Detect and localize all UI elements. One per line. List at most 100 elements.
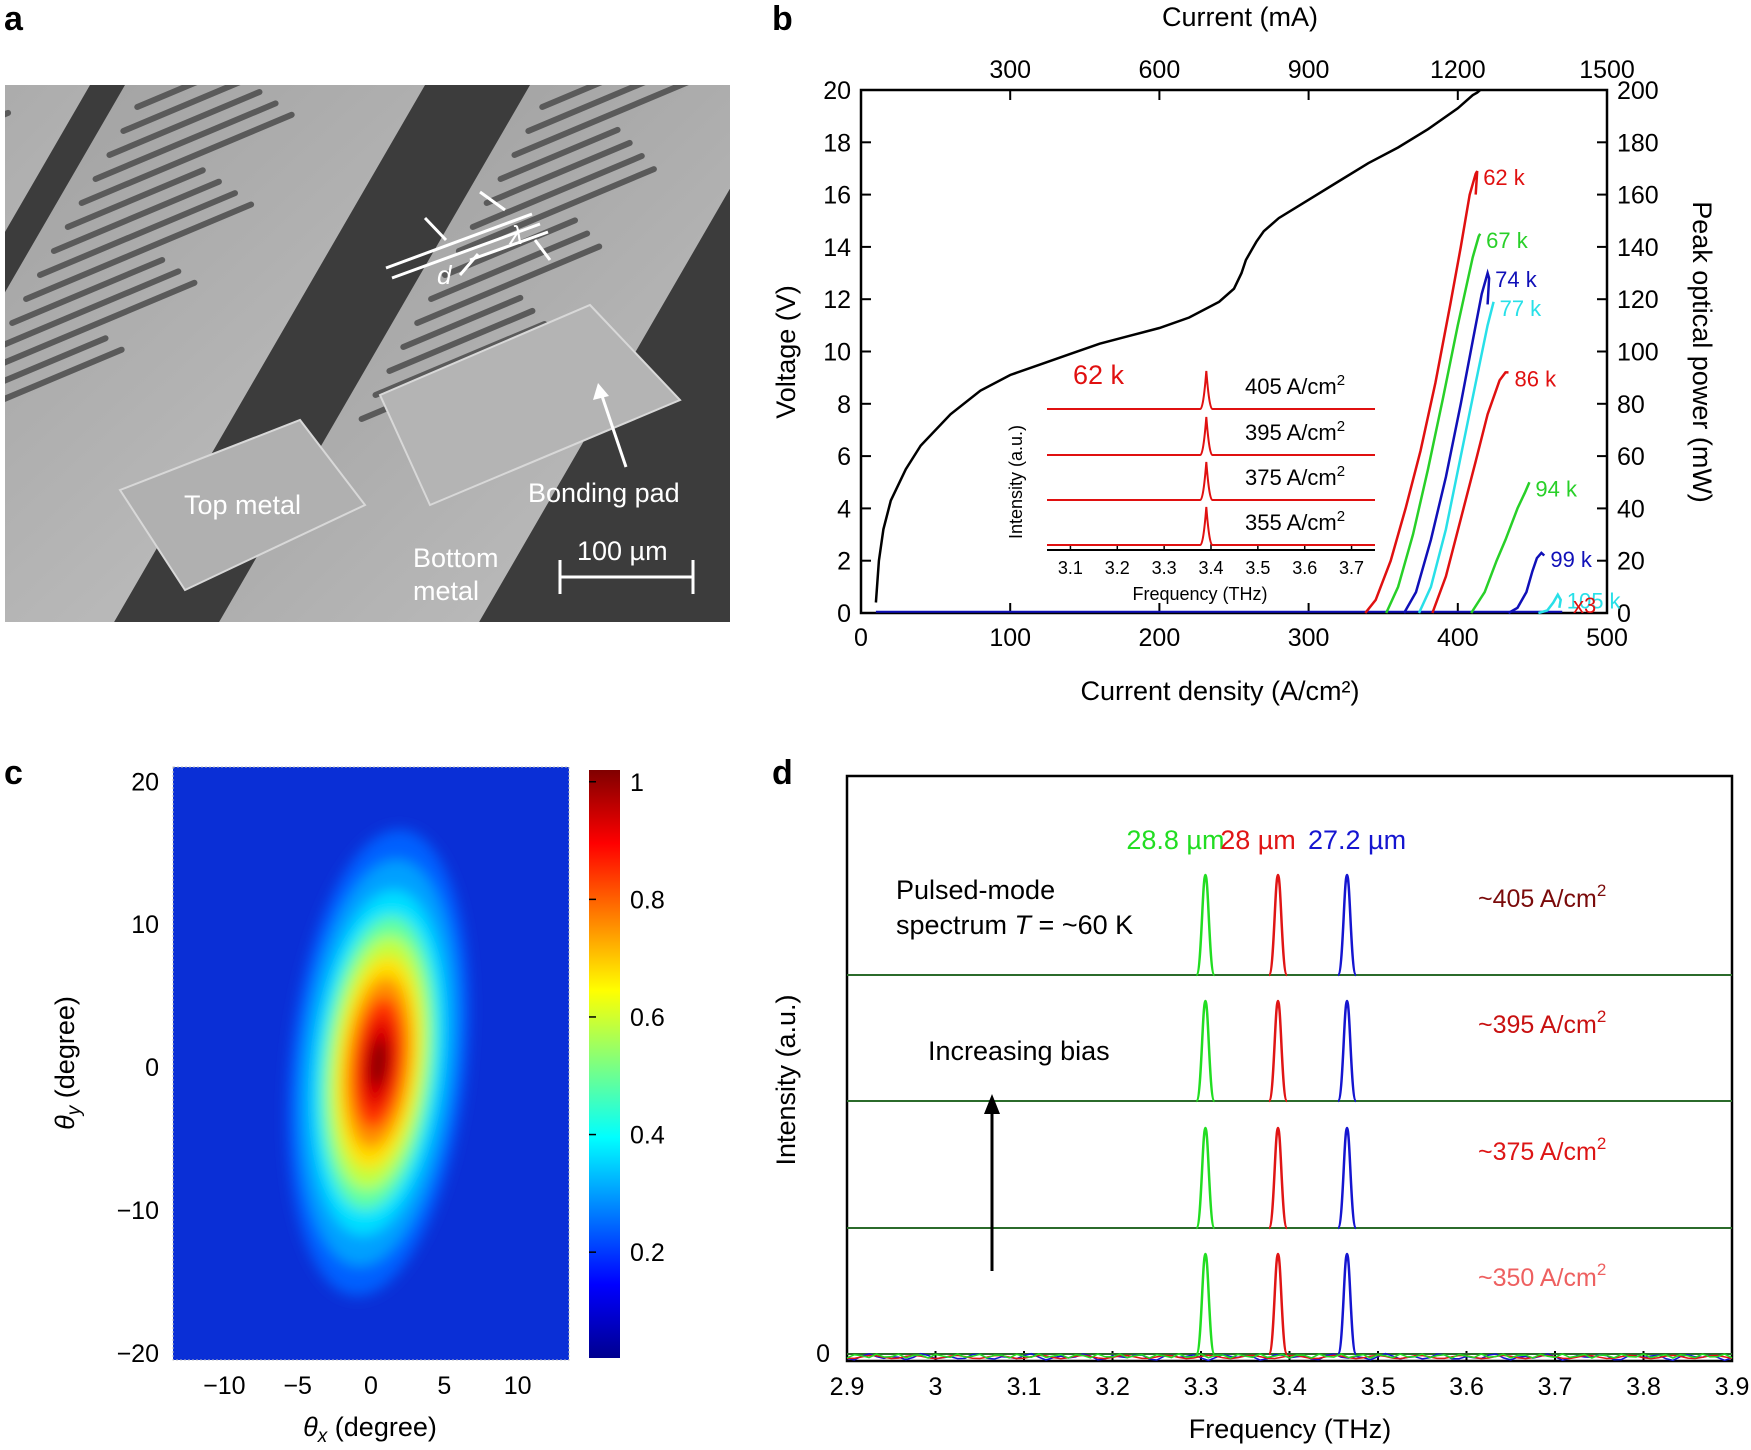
heat-x-tick-label: 5 bbox=[437, 1372, 451, 1400]
x-tick-label: 300 bbox=[1288, 624, 1330, 652]
spectrum-peak bbox=[1336, 999, 1358, 1103]
colorbar-tick-label: 0.4 bbox=[630, 1122, 665, 1150]
sem-slot bbox=[428, 230, 591, 302]
y2-tick-label: 160 bbox=[1617, 182, 1659, 210]
li-curve bbox=[1417, 301, 1495, 614]
chart-b-inset: 62 k Intensity (a.u.) Frequency (THz) 3.… bbox=[1006, 360, 1375, 604]
d-x-tick-label: 3.2 bbox=[1095, 1373, 1130, 1401]
iv-curve bbox=[874, 89, 1482, 603]
panel-label-d: d bbox=[772, 754, 793, 792]
li-curve bbox=[1431, 371, 1509, 614]
far-field-heatmap: −10 −5 0 5 10 −20 −10 0 10 20 0.2 0.4 0.6 0.8 1 θx (d… bbox=[50, 766, 665, 1447]
x-tick-label: 200 bbox=[1139, 624, 1181, 652]
y2-tick-label: 0 bbox=[1617, 600, 1631, 628]
series-label: 77 k bbox=[1500, 296, 1543, 321]
heatmap-frame bbox=[172, 766, 570, 1361]
y-tick-label: 8 bbox=[837, 391, 851, 419]
sem-top-metal-pad bbox=[118, 418, 367, 592]
y-tick-label: 6 bbox=[837, 443, 851, 471]
y2-tick-label: 80 bbox=[1617, 391, 1645, 419]
y2-tick-label: 60 bbox=[1617, 443, 1645, 471]
heat-y-tick-label: 20 bbox=[131, 768, 159, 796]
x-tick-label: 400 bbox=[1437, 624, 1479, 652]
spectrum-peak bbox=[1195, 999, 1216, 1103]
spectrum-peak bbox=[1336, 1126, 1358, 1230]
y-tick-label: 10 bbox=[823, 339, 851, 367]
sem-slot bbox=[23, 201, 255, 302]
trace-label: ~395 A/cm2 bbox=[1478, 1007, 1606, 1039]
inset-trace-label: 395 A/cm2 bbox=[1245, 418, 1345, 445]
top-tick-label: 600 bbox=[1139, 56, 1181, 84]
series-label: 62 k bbox=[1483, 165, 1526, 190]
spectrum-peak bbox=[1267, 1126, 1289, 1230]
chart-b-xlabel: Current density (A/cm²) bbox=[1080, 676, 1359, 706]
chart-b-series: 62 k 67 k 74 k 77 k 86 k 94 k 99 k 105 k bbox=[874, 89, 1622, 615]
inset-trace-label: 375 A/cm2 bbox=[1245, 463, 1345, 490]
sem-ridge bbox=[5, 85, 90, 232]
heat-x-tick-label: −5 bbox=[283, 1372, 312, 1400]
d-x-tick-label: 3.1 bbox=[1007, 1373, 1042, 1401]
sem-slot bbox=[64, 167, 206, 230]
sem-slot bbox=[134, 85, 198, 110]
inset-trace bbox=[1047, 416, 1375, 456]
sem-slot bbox=[50, 178, 222, 254]
sem-slot bbox=[414, 243, 603, 326]
panel-label-a: a bbox=[4, 0, 24, 38]
li-curve bbox=[1538, 592, 1563, 615]
colorbar-tick-label: 1 bbox=[630, 769, 644, 797]
y2-tick-label: 100 bbox=[1617, 339, 1659, 367]
y2-tick-label: 120 bbox=[1617, 286, 1659, 314]
period-annotation bbox=[385, 190, 552, 280]
inset-trace-label: 405 A/cm2 bbox=[1245, 372, 1345, 399]
y-tick-label: 4 bbox=[837, 495, 851, 523]
sem-slot bbox=[497, 126, 621, 182]
y-tick-label: 18 bbox=[823, 129, 851, 157]
sem-slot bbox=[455, 166, 657, 254]
d-x-tick-label: 3.6 bbox=[1449, 1373, 1484, 1401]
d-x-tick-label: 3.4 bbox=[1272, 1373, 1307, 1401]
panel-label-b: b bbox=[772, 0, 793, 38]
heat-y-tick-label: −10 bbox=[117, 1197, 159, 1225]
sem-bonding-pad bbox=[378, 303, 682, 507]
inset-tick-label: 3.5 bbox=[1245, 558, 1270, 578]
inset-trace bbox=[1047, 461, 1375, 501]
series-label: 105 k bbox=[1567, 589, 1622, 614]
spectra-chart: 2.9 3 3.1 3.2 3.3 3.4 3.5 3.6 3.7 3.8 3.9 28.8 µm2… bbox=[771, 774, 1750, 1444]
series-label: 74 k bbox=[1495, 267, 1538, 292]
colorbar-tick-label: 0.8 bbox=[630, 886, 665, 914]
y-tick-label: 12 bbox=[823, 286, 851, 314]
sem-slot bbox=[5, 335, 109, 384]
y-tick-label: 2 bbox=[837, 548, 851, 576]
series-label: 99 k bbox=[1550, 547, 1593, 572]
sem-slot bbox=[78, 111, 295, 206]
chart-b-y2label: Peak optical power (mW) bbox=[1687, 201, 1717, 503]
spectrum-peak bbox=[1336, 1252, 1358, 1356]
y-tick-label: 16 bbox=[823, 182, 851, 210]
y2-tick-label: 140 bbox=[1617, 234, 1659, 262]
bonding-pad-arrow bbox=[593, 383, 628, 468]
inset-tick-label: 3.2 bbox=[1105, 558, 1130, 578]
sem-slot bbox=[400, 294, 524, 350]
chart-b-top-xlabel: Current (mA) bbox=[1162, 2, 1318, 32]
sem-slot bbox=[386, 307, 536, 374]
d-label: d bbox=[437, 260, 453, 290]
inset-tick-label: 3.6 bbox=[1292, 558, 1317, 578]
scale-bar-label: 100 µm bbox=[577, 536, 668, 566]
trace-label: ~350 A/cm2 bbox=[1478, 1260, 1606, 1292]
heat-y-tick-label: 10 bbox=[131, 911, 159, 939]
d-x-tick-label: 3.7 bbox=[1538, 1373, 1573, 1401]
inset-ylabel: Intensity (a.u.) bbox=[1006, 425, 1026, 539]
colorbar-tick-label: 0.6 bbox=[630, 1004, 665, 1032]
li-curve bbox=[1364, 170, 1479, 614]
lambda-label: λ bbox=[508, 220, 523, 250]
spectrum-peak bbox=[1267, 999, 1289, 1103]
heat-y-tick-label: 0 bbox=[145, 1054, 159, 1082]
wavelength-label: 28.8 µm bbox=[1126, 825, 1224, 855]
chart-b-ticks: 0 100 200 300 400 500024681012141618200204060… bbox=[823, 56, 1659, 652]
y2-tick-label: 20 bbox=[1617, 548, 1645, 576]
d-x-tick-label: 3.9 bbox=[1715, 1373, 1750, 1401]
d-x-tick-label: 3.8 bbox=[1626, 1373, 1661, 1401]
heatmap-xlabel: θx (degree) bbox=[303, 1412, 437, 1447]
